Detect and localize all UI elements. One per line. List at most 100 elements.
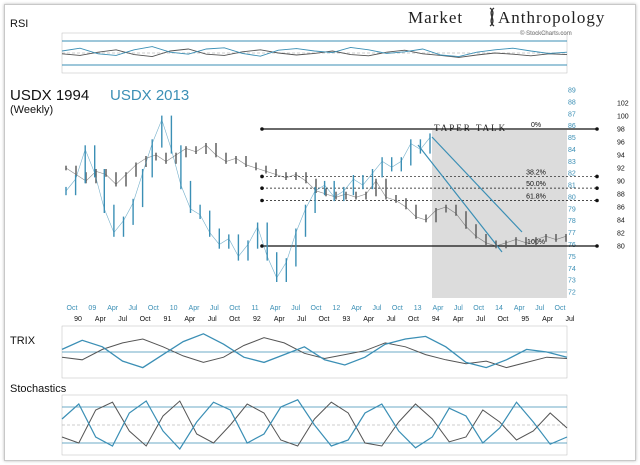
- rsi-panel: [61, 32, 568, 74]
- x-tick-1994: Apr: [363, 316, 375, 323]
- left-axis-tick: 74: [568, 266, 576, 273]
- down-channel: [417, 136, 523, 253]
- x-tick-2013: Jul: [454, 305, 463, 312]
- right-axis-tick: 86: [617, 205, 625, 212]
- x-axis: Oct 09 Apr Jul Oct 10 Apr Jul Oct 11 Apr Jul Oct 12 Ap…: [67, 305, 575, 323]
- usdx-2013-bar-trace: [65, 118, 431, 279]
- x-tick-1994: 91: [164, 316, 172, 323]
- left-axis-tick: 88: [568, 99, 576, 106]
- left-axis-tick: 87: [568, 111, 576, 118]
- x-tick-2013: Apr: [270, 305, 282, 312]
- left-axis-tick: 72: [568, 290, 576, 297]
- x-tick-2013: Apr: [107, 305, 119, 312]
- main-price-panel: TAPER TALK: [432, 123, 567, 298]
- x-tick-2013: Oct: [67, 305, 78, 312]
- subtitle-weekly: (Weekly): [10, 104, 53, 116]
- x-tick-2013: Oct: [392, 305, 403, 312]
- taper-talk-annotation: TAPER TALK: [434, 123, 507, 133]
- x-tick-2013: Jul: [129, 305, 138, 312]
- right-axis-tick: 84: [617, 218, 625, 225]
- x-tick-2013: Oct: [311, 305, 322, 312]
- title-1994: USDX 1994: [10, 87, 89, 104]
- brand-right: Anthropology: [498, 8, 605, 27]
- x-tick-2013: 14: [495, 305, 503, 312]
- left-axis-tick: 86: [568, 123, 576, 130]
- right-axis-tick: 88: [617, 192, 625, 199]
- stoch-line-1994: [61, 400, 568, 447]
- rsi-label: RSI: [10, 18, 28, 30]
- right-axis-tick: 102: [617, 101, 629, 108]
- x-tick-1994: 94: [432, 316, 440, 323]
- fib-dot-right: [595, 127, 599, 131]
- x-tick-1994: Jul: [208, 316, 217, 323]
- left-axis-tick: 80: [568, 194, 576, 201]
- right-axis-tick: 92: [617, 166, 625, 173]
- left-axis-tick: 79: [568, 206, 576, 213]
- x-tick-2013: Jul: [535, 305, 544, 312]
- rsi-line-2013: [61, 46, 568, 58]
- x-tick-1994: 92: [253, 316, 261, 323]
- x-tick-1994: Jul: [118, 316, 127, 323]
- left-axis-tick: 73: [568, 278, 576, 285]
- x-tick-1994: Apr: [95, 316, 107, 323]
- usdx-1994-bar-trace: [65, 144, 567, 247]
- rsi-line-1994: [61, 48, 568, 58]
- x-tick-2013: Jul: [373, 305, 382, 312]
- right-axis: 102 100 98 96 94 92 90 88 86 84 82 80: [617, 101, 629, 251]
- x-tick-2013: Oct: [555, 305, 566, 312]
- x-tick-2013: 09: [88, 305, 96, 312]
- left-axis-tick: 89: [568, 88, 576, 95]
- right-axis-tick: 80: [617, 244, 625, 251]
- source-credit: © StockCharts.com: [520, 30, 572, 37]
- stoch-line-2013: [61, 399, 568, 450]
- fib-label: 0%: [531, 122, 541, 129]
- x-tick-1994: Jul: [387, 316, 396, 323]
- channel-line-lower: [417, 144, 503, 253]
- x-tick-1994: Oct: [497, 316, 508, 323]
- left-axis-tick: 83: [568, 159, 576, 166]
- fib-dot-left: [260, 174, 264, 179]
- x-tick-2013: Oct: [229, 305, 240, 312]
- dna-icon: [489, 7, 495, 27]
- x-tick-1994: Oct: [229, 316, 240, 323]
- taper-shade: [432, 130, 567, 298]
- x-tick-2013: Jul: [210, 305, 219, 312]
- x-tick-1994: Jul: [566, 316, 575, 323]
- fib-label: 61.8%: [526, 194, 546, 201]
- left-axis-tick: 78: [568, 218, 576, 225]
- x-tick-2013: 13: [414, 305, 422, 312]
- x-tick-1994: Jul: [297, 316, 306, 323]
- fib-dot-left: [260, 244, 264, 248]
- left-axis-tick: 81: [568, 183, 576, 190]
- stochastics-label: Stochastics: [10, 383, 67, 395]
- x-tick-2013: Jul: [291, 305, 300, 312]
- fib-dot-right: [595, 198, 599, 203]
- x-tick-2013: Oct: [148, 305, 159, 312]
- x-tick-1994: Oct: [319, 316, 330, 323]
- x-tick-1994: Apr: [542, 316, 554, 323]
- x-tick-1994: 93: [342, 316, 350, 323]
- x-tick-2013: Oct: [473, 305, 484, 312]
- price-series: [65, 115, 567, 282]
- trix-label: TRIX: [10, 335, 36, 347]
- x-tick-2013: Apr: [351, 305, 363, 312]
- x-tick-1994: 90: [74, 316, 82, 323]
- brand-left: Market: [408, 8, 463, 27]
- fib-dot-left: [260, 127, 264, 131]
- fib-dot-right: [595, 174, 599, 179]
- x-tick-2013: 12: [332, 305, 340, 312]
- x-tick-1994: 95: [521, 316, 529, 323]
- x-tick-1994: Oct: [140, 316, 151, 323]
- trix-panel: [61, 325, 568, 379]
- right-axis-tick: 96: [617, 140, 625, 147]
- x-tick-1994: Oct: [408, 316, 419, 323]
- x-tick-2013: Apr: [189, 305, 201, 312]
- x-tick-2013: Apr: [433, 305, 445, 312]
- fib-dot-left: [260, 186, 264, 190]
- x-tick-2013: 11: [251, 305, 258, 312]
- x-tick-1994: Apr: [453, 316, 465, 323]
- right-axis-tick: 82: [617, 231, 625, 238]
- trix-line-1994: [61, 337, 568, 369]
- stochastics-panel: [61, 394, 568, 456]
